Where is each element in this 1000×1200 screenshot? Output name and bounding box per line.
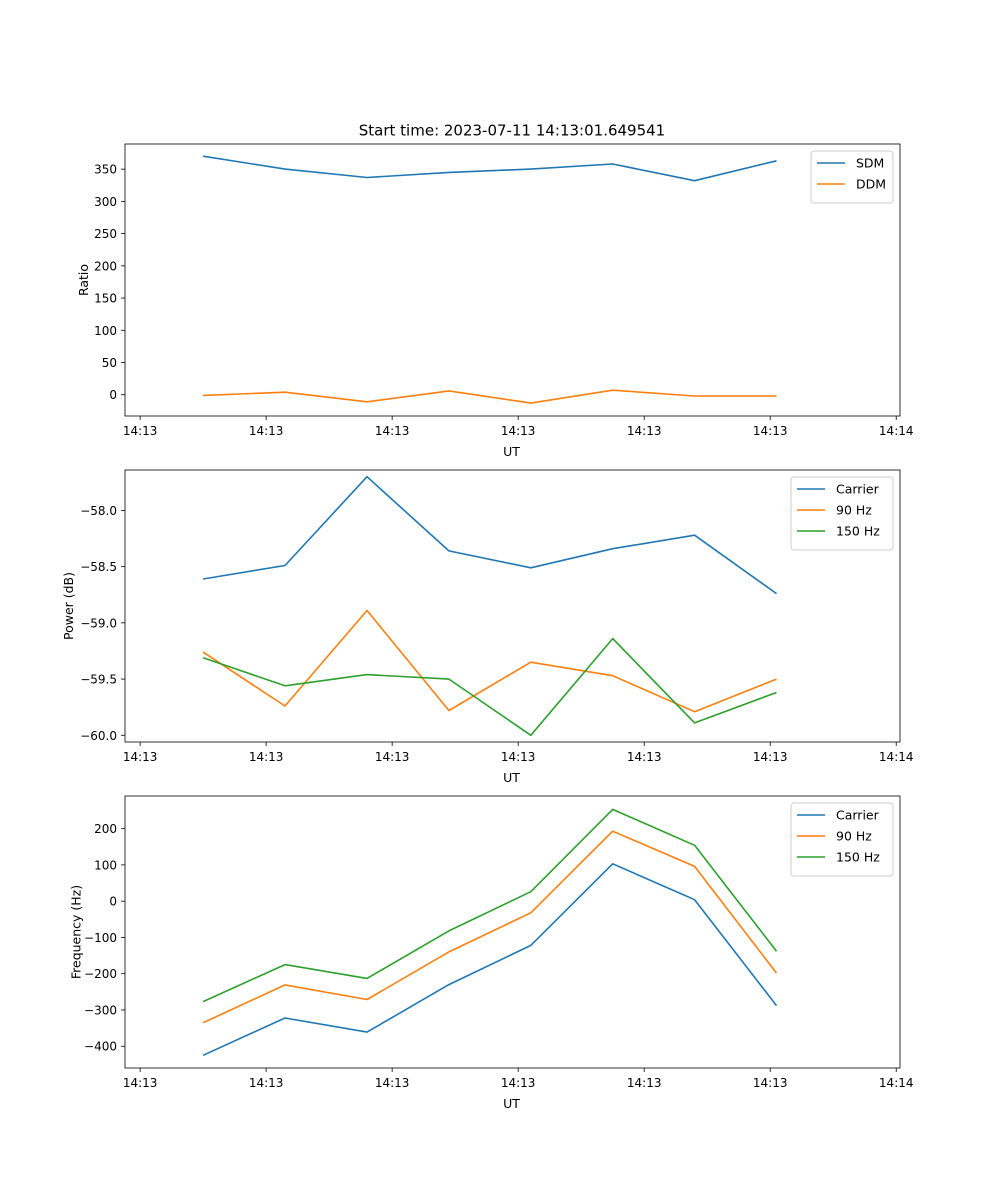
y-tick-label: 200 [94,259,117,273]
legend-label-carrier: Carrier [836,808,880,823]
x-tick-label: 14:13 [627,424,662,438]
legend-label-150-hz: 150 Hz [836,524,880,539]
legend-label-sdm: SDM [856,156,884,171]
y-tick-label: 0 [109,895,117,909]
x-tick-label: 14:13 [249,424,284,438]
y-tick-label: 250 [94,227,117,241]
y-tick-label: 200 [94,822,117,836]
y-tick-label: −300 [84,1003,117,1017]
legend-label-90-hz: 90 Hz [836,829,872,844]
y-tick-label: −400 [84,1040,117,1054]
x-tick-label: 14:14 [879,1076,914,1090]
y-tick-label: 100 [94,324,117,338]
legend: Carrier 90 Hz 150 Hz [790,802,894,877]
series-line-carrier [202,862,778,1057]
axes-frame [124,469,901,743]
x-tick-label: 14:13 [501,424,536,438]
y-tick-label: −200 [84,967,117,981]
x-tick-label: 14:14 [879,750,914,764]
series-line-sdm [202,155,777,182]
subplot-1: 14:13 14:13 14:13 14:13 14:13 14:13 14:14 0 50 10… [76,143,914,459]
x-tick-label: 14:13 [753,1076,788,1090]
x-tick-label: 14:13 [249,1076,284,1090]
x-tick-label: 14:13 [753,750,788,764]
x-axis-label: UT [503,770,520,785]
x-tick-label: 14:13 [123,424,158,438]
y-tick-label: −100 [84,931,117,945]
y-tick-label: 50 [102,356,117,370]
y-axis-label: Frequency (Hz) [69,885,84,979]
subplots: 14:13 14:13 14:13 14:13 14:13 14:13 14:14 0 50 10… [61,143,914,1111]
figure-title: Start time: 2023-07-11 14:13:01.649541 [359,122,665,140]
x-tick-label: 14:13 [375,424,410,438]
legend-label-90-hz: 90 Hz [836,503,872,518]
series-line-carrier [202,475,777,595]
x-tick-label: 14:13 [249,750,284,764]
legend-label-carrier: Carrier [836,482,880,497]
series-line-90-hz [202,609,777,713]
subplot-3: 14:13 14:13 14:13 14:13 14:13 14:13 14:14 −400 −… [69,795,914,1111]
series-line-90-hz [202,830,778,1024]
legend-label-150-hz: 150 Hz [836,850,880,865]
x-tick-label: 14:13 [123,750,158,764]
y-tick-label: −58.5 [80,560,117,574]
axes-frame [124,795,901,1069]
x-tick-label: 14:13 [753,424,788,438]
y-tick-label: 0 [109,388,117,402]
subplot-2: 14:13 14:13 14:13 14:13 14:13 14:13 14:14 −60.0… [61,469,914,785]
x-tick-label: 14:13 [123,1076,158,1090]
legend: SDM DDM [810,150,894,204]
x-tick-label: 14:13 [375,750,410,764]
x-axis-label: UT [503,1096,520,1111]
x-tick-label: 14:13 [501,1076,536,1090]
legend-label-ddm: DDM [856,177,886,192]
x-tick-label: 14:13 [627,1076,662,1090]
legend: Carrier 90 Hz 150 Hz [790,476,894,551]
y-tick-label: −58.0 [80,504,117,518]
y-axis-label: Power (dB) [61,572,76,640]
x-tick-label: 14:13 [627,750,662,764]
y-tick-label: −59.0 [80,616,117,630]
series-line-150-hz [202,808,778,1003]
x-tick-label: 14:13 [375,1076,410,1090]
x-tick-label: 14:14 [879,424,914,438]
series-line-150-hz [202,637,777,737]
y-tick-label: 350 [94,163,117,177]
y-tick-label: −60.0 [80,729,117,743]
x-tick-label: 14:13 [501,750,536,764]
y-tick-label: 150 [94,292,117,306]
y-tick-label: 300 [94,195,117,209]
legend-box [810,150,894,204]
y-tick-label: 100 [94,858,117,872]
y-tick-label: −59.5 [80,673,117,687]
series-line-ddm [203,389,777,404]
axes-frame [124,143,901,417]
y-axis-label: Ratio [76,264,91,296]
x-axis-label: UT [503,444,520,459]
